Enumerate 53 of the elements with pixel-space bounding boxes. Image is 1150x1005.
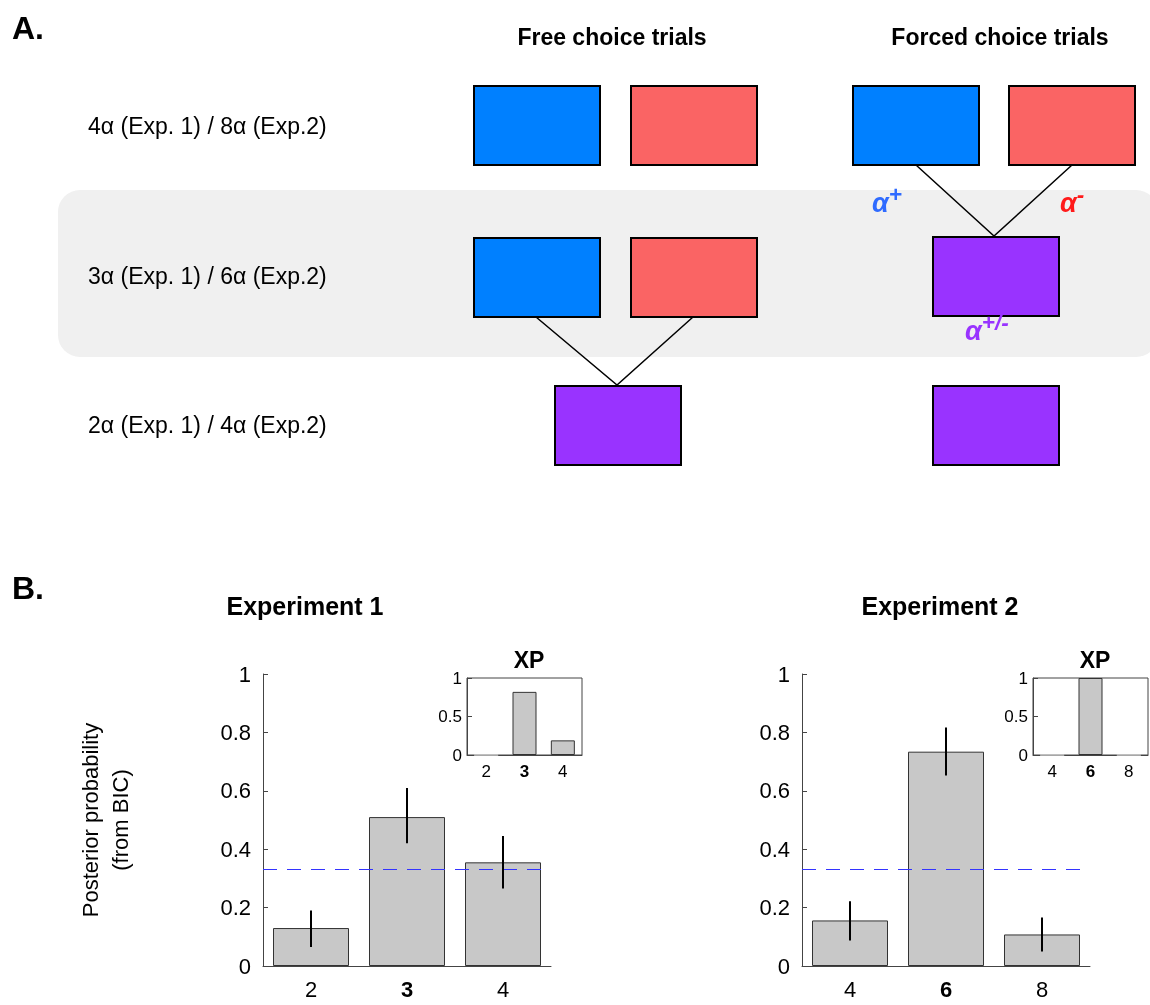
x-tick-label: 6 bbox=[1085, 762, 1096, 781]
y-tick-label: 0.4 bbox=[220, 836, 251, 862]
x-tick-label: 6 bbox=[939, 976, 953, 1002]
y-tick-label: 0.5 bbox=[1004, 707, 1028, 726]
x-tick-label: 3 bbox=[400, 976, 414, 1002]
chart-title: Experiment 1 bbox=[226, 591, 384, 620]
y-tick-label: 0.5 bbox=[438, 707, 462, 726]
y-tick-label: 0.8 bbox=[759, 719, 790, 745]
y-tick-label: 0 bbox=[777, 953, 790, 979]
y-tick-label: 0 bbox=[238, 953, 251, 979]
y-tick-label: 1 bbox=[777, 661, 790, 687]
chart-title: XP bbox=[513, 646, 545, 673]
text: Free choice trials bbox=[517, 24, 707, 51]
x-tick-label: 4 bbox=[1047, 762, 1057, 781]
bar bbox=[512, 691, 537, 755]
x-tick-label: 8 bbox=[1124, 762, 1134, 781]
text: α$^{+/-}$ bbox=[965, 310, 1009, 347]
x-tick-label: 8 bbox=[1035, 976, 1049, 1002]
y-tick-label: 0.2 bbox=[759, 895, 790, 921]
bar bbox=[812, 920, 888, 966]
y-tick-label: 0.6 bbox=[220, 778, 251, 804]
y-tick-label: 1 bbox=[238, 661, 251, 687]
bar bbox=[908, 751, 984, 966]
text: 4α (Exp. 1) / 8α (Exp.2) bbox=[88, 113, 327, 140]
bar bbox=[273, 928, 349, 966]
y-tick-label: 0 bbox=[452, 745, 462, 765]
y-tick-label: 0.6 bbox=[759, 778, 790, 804]
x-tick-label: 4 bbox=[558, 762, 568, 781]
chart-title: Experiment 2 bbox=[861, 591, 1019, 620]
y-tick-label: 1 bbox=[1018, 668, 1028, 688]
x-tick-label: 4 bbox=[496, 976, 510, 1002]
text: 2α (Exp. 1) / 4α (Exp.2) bbox=[88, 412, 327, 439]
bar bbox=[550, 740, 575, 755]
chart-title: XP bbox=[1079, 646, 1111, 673]
x-tick-label: 4 bbox=[843, 976, 857, 1002]
text: α$^{+}$ bbox=[872, 182, 902, 219]
bar bbox=[1004, 934, 1080, 966]
text: α$^{-}$ bbox=[1060, 182, 1085, 219]
text: A. bbox=[12, 10, 44, 47]
x-tick-label: 2 bbox=[481, 762, 491, 781]
bar bbox=[369, 817, 445, 966]
bar bbox=[465, 862, 541, 966]
text: Forced choice trials bbox=[891, 24, 1109, 51]
x-tick-label: 3 bbox=[519, 762, 530, 781]
y-tick-label: 0 bbox=[1018, 745, 1028, 765]
y-axis-title: Posterior probability (from BIC) bbox=[77, 722, 133, 918]
y-tick-label: 1 bbox=[452, 668, 462, 688]
y-tick-label: 0.4 bbox=[759, 836, 790, 862]
y-tick-label: 0.2 bbox=[220, 895, 251, 921]
text: 3α (Exp. 1) / 6α (Exp.2) bbox=[88, 263, 327, 290]
x-tick-label: 2 bbox=[304, 976, 318, 1002]
text: B. bbox=[12, 570, 44, 607]
y-tick-label: 0.8 bbox=[220, 719, 251, 745]
